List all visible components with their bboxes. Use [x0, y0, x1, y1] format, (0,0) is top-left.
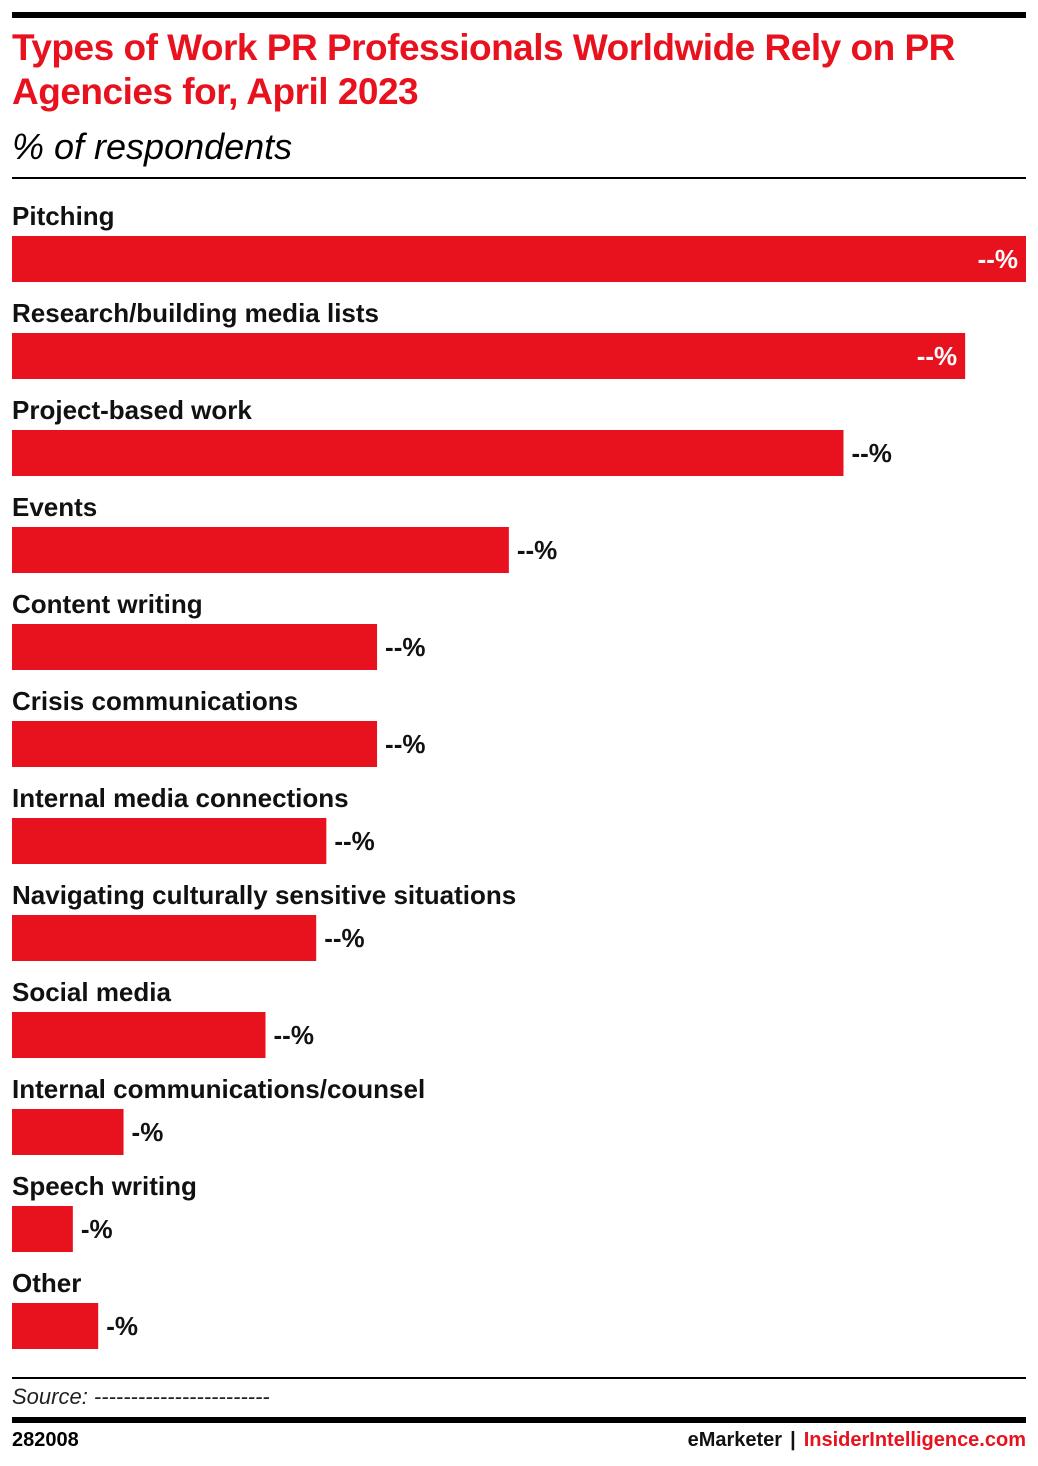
category-label: Speech writing	[12, 1171, 197, 1201]
value-label: --%	[324, 923, 364, 953]
value-label: --%	[917, 341, 957, 371]
category-label: Internal communications/counsel	[12, 1074, 425, 1104]
bar	[12, 624, 378, 670]
chart-id: 282008	[12, 1429, 79, 1451]
chart-title: Types of Work PR Professionals Worldwide…	[12, 27, 955, 112]
category-label: Pitching	[12, 201, 115, 231]
category-label: Events	[12, 492, 97, 522]
top-rule	[12, 12, 1026, 18]
value-label: --%	[385, 632, 425, 662]
bar	[12, 1206, 73, 1252]
bottom-rule	[12, 1417, 1026, 1423]
bar	[12, 721, 378, 767]
source-note: Source: ------------------------	[12, 1384, 270, 1409]
bar	[12, 430, 844, 476]
value-label: -%	[81, 1214, 113, 1244]
footer-divider	[12, 1377, 1026, 1379]
header-divider	[12, 177, 1026, 179]
bar	[12, 527, 509, 573]
category-label: Project-based work	[12, 395, 252, 425]
value-label: --%	[274, 1020, 314, 1050]
category-label: Social media	[12, 977, 171, 1007]
value-label: --%	[385, 729, 425, 759]
category-label: Navigating culturally sensitive situatio…	[12, 880, 516, 910]
brand-separator: |	[790, 1429, 796, 1451]
value-label: -%	[106, 1311, 138, 1341]
brand-credit: eMarketer | InsiderIntelligence.com	[688, 1429, 1026, 1452]
category-label: Crisis communications	[12, 686, 298, 716]
bar	[12, 1012, 266, 1058]
brand-insider-intelligence: InsiderIntelligence.com	[803, 1429, 1026, 1451]
value-label: --%	[978, 244, 1018, 274]
category-label: Research/building media lists	[12, 298, 379, 328]
bar	[12, 818, 327, 864]
bar-chart: Pitching --% Research/building media lists…	[12, 201, 1026, 1349]
category-label: Internal media connections	[12, 783, 349, 813]
category-label: Content writing	[12, 589, 203, 619]
brand-emarketer: eMarketer	[687, 1429, 783, 1451]
category-label: Other	[12, 1268, 81, 1298]
value-label: --%	[517, 535, 557, 565]
value-label: --%	[334, 826, 374, 856]
value-label: -%	[132, 1117, 164, 1147]
bar	[12, 236, 1026, 282]
bar	[12, 1109, 124, 1155]
bar	[12, 333, 966, 379]
chart-subtitle: % of respondents	[12, 126, 293, 167]
value-label: --%	[851, 438, 891, 468]
bar	[12, 915, 317, 961]
bar	[12, 1303, 99, 1349]
